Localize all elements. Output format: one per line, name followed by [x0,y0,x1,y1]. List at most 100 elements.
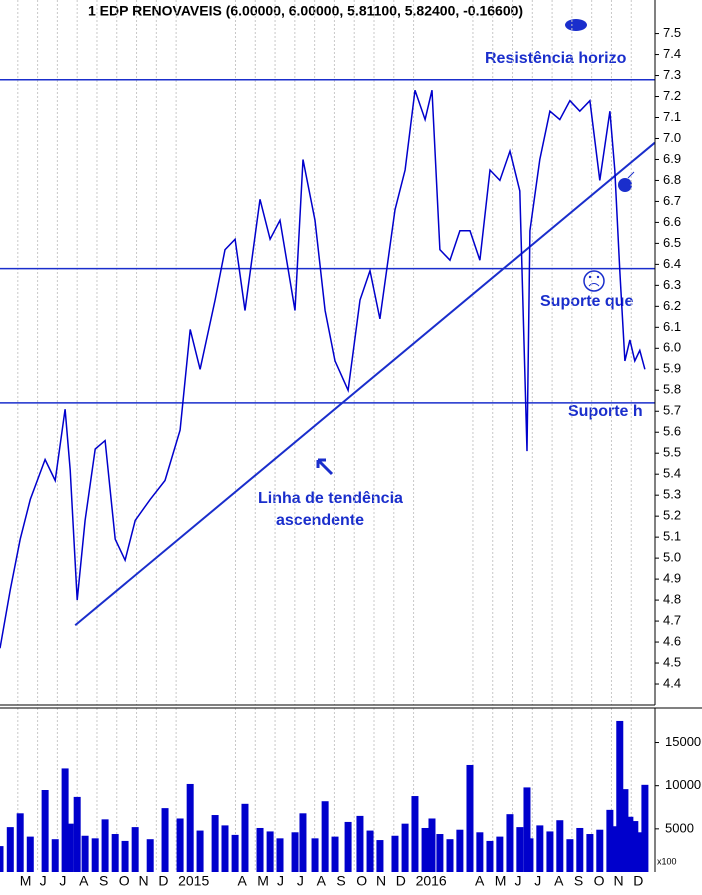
volume-bar [536,825,544,872]
volume-bar [16,813,24,872]
volume-bar [391,835,399,872]
y-tick-label: 5.8 [663,382,681,397]
volume-bar [321,801,329,872]
y-tick-label: 7.5 [663,25,681,40]
x-tick-label: S [336,873,345,889]
bull-icon [565,19,587,31]
chart-title: 1 EDP RENOVAVEIS (6.00000, 6.00000, 5.81… [88,3,523,19]
y-tick-label: 5.9 [663,361,681,376]
x-tick-label: A [317,873,327,889]
volume-bar [0,846,4,872]
volume-bar [131,827,139,872]
y-tick-label: 10000 [665,777,701,792]
y-tick-label: 5000 [665,820,694,835]
volume-bar [196,830,204,872]
volume-bar [446,839,454,872]
y-tick-label: 6.9 [663,151,681,166]
volume-bar [176,818,184,872]
y-tick-label: 4.7 [663,613,681,628]
volume-bar [146,839,154,872]
volume-bar [221,825,229,872]
volume-bar [636,832,644,872]
x-tick-label: J [277,873,284,889]
y-tick-label: 6.6 [663,214,681,229]
annotation: Resistência horizo [485,50,627,67]
volume-bar [26,836,34,872]
sad-icon [588,283,600,287]
y-tick-label: 5.5 [663,445,681,460]
annotation: Suporte que [540,293,633,310]
volume-bar [291,832,299,872]
volume-bar [311,838,319,872]
volume-bar [331,836,339,872]
volume-bar [621,789,629,872]
volume-bar [81,835,89,872]
volume-bar [299,813,307,872]
y-tick-label: 7.1 [663,109,681,124]
volume-bar [344,821,352,872]
volume-bar [256,827,264,872]
volume-bar [121,840,129,872]
y-tick-label: 5.0 [663,550,681,565]
volume-bar [91,838,99,872]
bomb-icon [627,171,635,179]
x-tick-label: O [594,873,605,889]
trend-line [74,141,656,627]
sad-icon [588,275,592,279]
volume-bar [401,823,409,872]
sad-icon [583,270,605,292]
y-tick-label: 6.0 [663,340,681,355]
volume-bar [231,834,239,872]
y-tick-label: 7.2 [663,88,681,103]
volume-bar [611,826,619,872]
x-tick-label: S [574,873,583,889]
y-tick-label: 4.4 [663,675,681,690]
y-tick-label: 6.7 [663,193,681,208]
x-tick-label: A [475,873,485,889]
volume-bar [606,809,614,872]
x-tick-label: J [515,873,522,889]
y-axis-label: x100 [657,856,677,866]
volume-bar [566,839,574,872]
volume-bar [516,827,524,872]
y-tick-label: 4.9 [663,571,681,586]
volume-bar [466,764,474,872]
arrow [316,458,334,476]
x-tick-label: N [376,873,386,889]
x-tick-label: S [99,873,108,889]
annotation: Linha de tendência [258,490,403,507]
x-tick-label: D [396,873,406,889]
volume-bar [6,827,14,872]
volume-bar [266,831,274,872]
volume-bar [428,818,436,872]
volume-bar [101,819,109,872]
y-tick-label: 6.8 [663,172,681,187]
volume-bar [506,814,514,872]
x-tick-label: J [59,873,66,889]
x-tick-label: D [633,873,643,889]
y-tick-label: 5.7 [663,403,681,418]
volume-bar [596,829,604,872]
x-tick-label: M [257,873,269,889]
x-tick-label: O [119,873,130,889]
x-tick-label: A [554,873,564,889]
volume-bar [526,838,534,872]
x-tick-label: A [79,873,89,889]
y-tick-label: 6.5 [663,235,681,250]
y-tick-label: 6.2 [663,298,681,313]
volume-bar [73,796,81,872]
y-tick-label: 7.3 [663,67,681,82]
annotation: Suporte h [568,403,643,420]
y-tick-label: 4.8 [663,592,681,607]
volume-bar [66,823,74,872]
x-tick-label: J [297,873,304,889]
volume-bar [61,768,69,872]
volume-bar [421,827,429,872]
volume-bar [476,832,484,872]
y-tick-label: 15000 [665,734,701,749]
y-tick-label: 5.6 [663,424,681,439]
x-tick-label: A [237,873,247,889]
x-tick-label: 2016 [416,873,447,889]
volume-bar [626,816,634,872]
